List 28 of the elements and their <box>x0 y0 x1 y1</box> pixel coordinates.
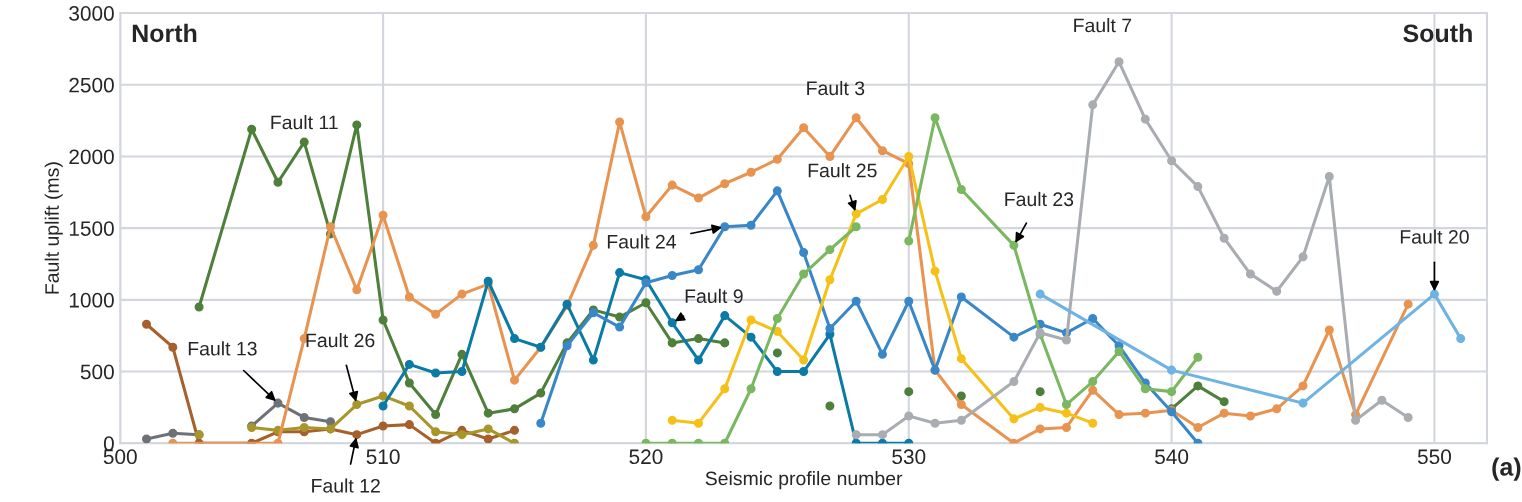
annotation: Fault 11 <box>271 115 338 130</box>
annotation: Fault 9 <box>685 288 743 304</box>
annotation: Fault 23 <box>1005 191 1074 207</box>
x-tick-label: 550 <box>1417 449 1451 465</box>
y-tick-label: 1000 <box>69 292 114 308</box>
annotation: South <box>1403 23 1472 43</box>
x-tick-label: 540 <box>1155 449 1189 465</box>
annotation: Fault 13 <box>188 341 257 356</box>
x-tick-label: 500 <box>103 449 137 465</box>
y-axis-title: Fault uplift (ms) <box>44 162 63 294</box>
text: (a) <box>1492 457 1521 481</box>
y-tick-label: 500 <box>80 364 114 380</box>
y-tick-label: 3000 <box>69 6 114 21</box>
annotation: Fault 20 <box>1400 229 1469 244</box>
annotation: Fault 3 <box>807 80 865 96</box>
annotation: Fault 7 <box>1074 18 1132 33</box>
x-tick-label: 520 <box>629 449 663 465</box>
x-tick-label: 510 <box>366 449 400 465</box>
x-axis-title: Seismic profile number <box>705 471 903 490</box>
annotation: North <box>132 23 197 43</box>
annotation: Fault 24 <box>607 234 676 249</box>
y-tick-label: 1500 <box>69 221 114 236</box>
y-tick-label: 2000 <box>69 149 114 165</box>
annotation: Fault 25 <box>808 163 877 178</box>
y-tick-label: 2500 <box>69 77 114 93</box>
annotation: Fault 12 <box>312 478 380 493</box>
x-tick-label: 530 <box>892 449 926 465</box>
annotation: Fault 26 <box>306 332 375 348</box>
